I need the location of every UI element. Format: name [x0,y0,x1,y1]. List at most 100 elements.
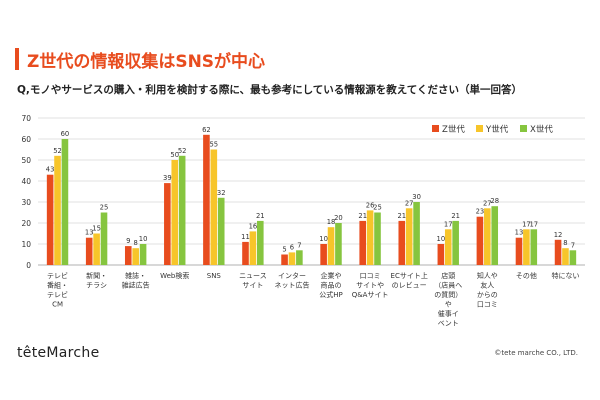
y-tick-label: 60 [21,135,31,144]
bar [335,223,342,265]
x-tick-label: 口コミ [477,301,498,309]
data-label: 23 [476,208,485,216]
bar [366,210,374,265]
bar [562,248,569,265]
survey-question: Q,モノやサービスの購入・利用を検討する際に、最も参考にしている情報源を教えてく… [17,84,522,96]
bar [288,252,296,265]
x-tick-label: テレビ [47,271,68,280]
x-tick-label: サイト [242,282,263,290]
data-label: 10 [319,235,328,243]
bar [256,220,264,265]
x-tick-label: 店頭 [441,271,455,280]
bar [139,244,147,265]
data-label: 62 [202,126,211,134]
data-label: 7 [297,241,301,249]
bar [554,239,562,265]
data-label: 10 [437,235,446,243]
legend-label: X世代 [530,124,553,135]
data-label: 52 [178,147,187,155]
bar [54,155,61,265]
x-tick-label: インター [278,271,306,280]
legend-swatch [432,125,439,132]
x-tick-label: 新聞・ [86,271,107,280]
bar [178,155,186,265]
legend-swatch [520,125,527,132]
bar [132,248,139,265]
data-label: 17 [529,220,538,228]
bar [203,134,210,265]
bar [398,220,406,265]
data-label: 21 [256,212,265,220]
bar [217,197,225,265]
bar [515,237,523,265]
data-label: 13 [515,229,524,237]
x-tick-label: や [445,301,452,309]
legend-label: Y世代 [485,124,509,135]
x-tick-label: ECサイト上 [391,271,428,280]
bar [530,229,538,265]
x-tick-label: 口コミ [360,272,381,280]
data-label: 21 [358,212,367,220]
x-tick-label: （店員へ [434,281,462,290]
bar [523,229,530,265]
data-label: 17 [444,220,453,228]
bar [452,220,459,265]
y-tick-label: 40 [21,177,31,186]
bar [405,208,413,265]
data-label: 27 [405,199,414,207]
x-tick-label: のレビュー [392,281,427,290]
bar [569,250,577,265]
x-tick-label: ニュース [239,272,267,280]
data-label: 8 [563,239,567,247]
y-tick-label: 10 [21,240,31,249]
bar [85,237,93,265]
x-tick-label: 商品の [321,281,342,290]
bar [296,250,303,265]
data-label: 28 [490,197,499,205]
x-tick-label: その他 [516,271,537,280]
bar [327,227,335,265]
bar [359,220,367,265]
bar [281,254,288,265]
data-label: 20 [334,214,343,222]
data-label: 25 [100,204,109,212]
x-tick-label: 公式HP [319,290,343,299]
bar [124,246,132,265]
bar [93,233,100,265]
data-label: 27 [483,199,492,207]
x-tick-label: 番組・ [47,281,68,290]
x-tick-label: SNS [207,272,222,280]
legend-swatch [476,125,483,132]
bar [46,174,54,265]
data-label: 21 [397,212,406,220]
x-tick-label: Web検索 [160,271,189,280]
data-label: 21 [451,212,460,220]
data-label: 9 [126,237,130,245]
x-tick-label: の質問） [434,290,462,299]
x-tick-label: 雑誌・ [125,271,146,280]
bar [413,202,420,265]
data-label: 32 [217,189,226,197]
data-label: 5 [282,246,286,254]
data-label: 17 [522,220,531,228]
x-tick-label: ネット広告 [274,281,309,290]
x-tick-label: チラシ [86,282,107,290]
x-tick-label: 知人や [477,271,498,280]
data-label: 10 [139,235,148,243]
title-accent-bar [15,48,19,70]
x-tick-label: テレビ [47,290,68,299]
data-label: 7 [571,241,575,249]
y-tick-label: 50 [21,156,31,165]
y-tick-label: 0 [26,261,31,270]
y-tick-label: 70 [21,114,31,123]
data-label: 39 [163,174,172,182]
bar [242,241,249,265]
copyright-text: ©tete marche CO., LTD. [494,349,578,357]
x-tick-label: 特にない [551,271,579,280]
data-label: 16 [249,222,258,230]
x-tick-label: サイトや [356,282,384,290]
data-label: 6 [290,243,294,251]
legend-label: Z世代 [442,124,465,135]
bar [491,206,499,265]
